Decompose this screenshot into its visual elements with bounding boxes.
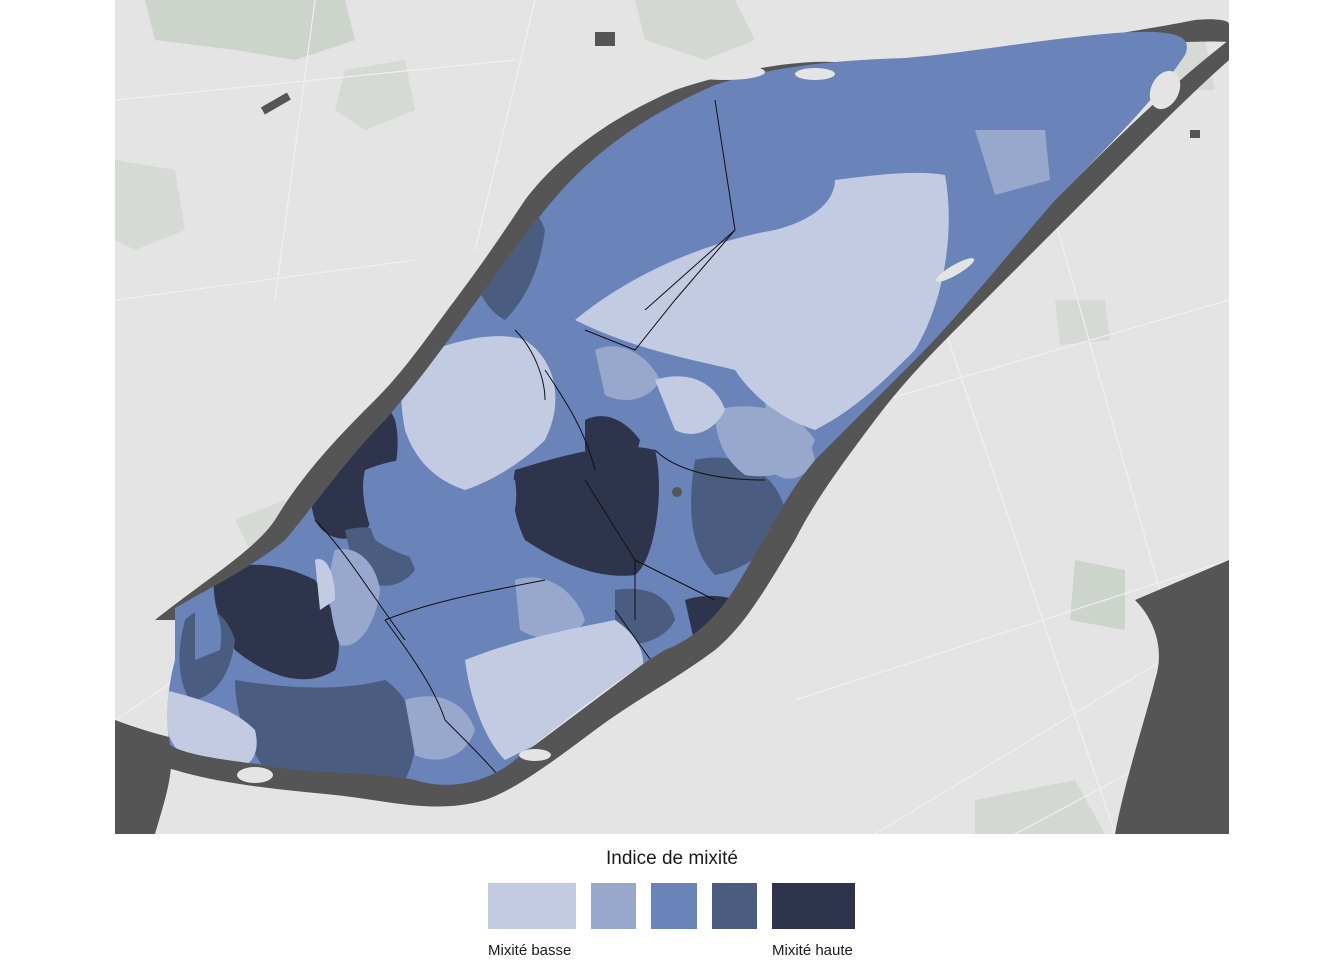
district[interactable] xyxy=(195,600,222,660)
district[interactable] xyxy=(213,564,339,680)
choropleth-map[interactable] xyxy=(115,0,1229,834)
district[interactable] xyxy=(401,336,556,490)
district[interactable] xyxy=(165,690,257,770)
legend-swatch-2 xyxy=(591,883,636,929)
legend-title: Indice de mixité xyxy=(605,848,738,869)
district[interactable] xyxy=(585,416,640,480)
legend-low-label: Mixité basse xyxy=(488,942,572,959)
district[interactable] xyxy=(329,549,380,646)
district[interactable] xyxy=(465,620,644,760)
dark-spots xyxy=(260,32,1200,497)
legend-high-label: Mixité haute xyxy=(772,942,853,959)
legend-swatch-5 xyxy=(772,883,855,929)
legend-swatch-3 xyxy=(651,883,697,929)
district[interactable] xyxy=(615,588,675,644)
fleuve-saint-laurent xyxy=(115,40,1229,807)
district[interactable] xyxy=(235,680,416,785)
legend-swatch-1 xyxy=(488,883,576,929)
district[interactable] xyxy=(315,559,335,610)
district[interactable] xyxy=(975,130,1050,195)
river-islets xyxy=(237,64,1181,783)
district[interactable] xyxy=(405,696,475,760)
district[interactable] xyxy=(515,577,585,639)
district[interactable] xyxy=(655,376,725,434)
district[interactable] xyxy=(765,398,815,479)
legend-swatch-4 xyxy=(712,883,757,929)
district[interactable] xyxy=(575,172,949,430)
district[interactable] xyxy=(595,346,660,400)
